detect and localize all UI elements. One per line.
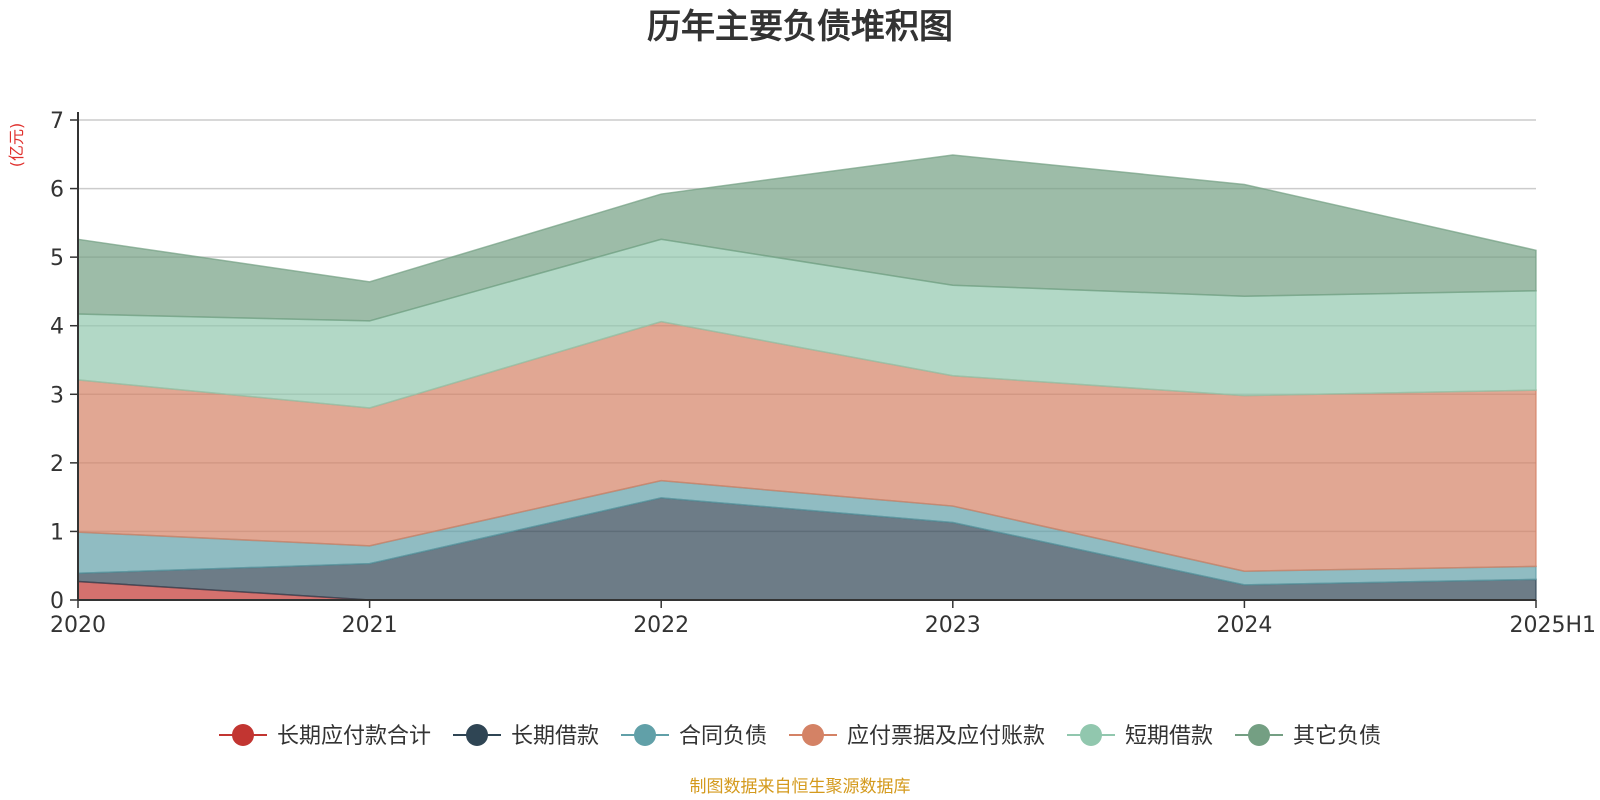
- y-tick-label: 0: [50, 589, 64, 614]
- y-tick-label: 1: [50, 520, 64, 545]
- legend-item-6[interactable]: 其它负债: [1235, 724, 1381, 749]
- x-tick-label: 2020: [50, 613, 106, 638]
- legend-label: 合同负债: [679, 724, 767, 749]
- y-tick-label: 7: [50, 109, 64, 134]
- legend-marker: [802, 724, 824, 746]
- source-note: 制图数据来自恒生聚源数据库: [690, 777, 911, 797]
- legend-label: 长期借款: [511, 724, 599, 749]
- legend-item-4[interactable]: 应付票据及应付账款: [789, 724, 1045, 749]
- legend-marker: [634, 724, 656, 746]
- y-tick-label: 4: [50, 315, 64, 340]
- y-tick-label: 3: [50, 383, 64, 408]
- legend-label: 应付票据及应付账款: [847, 724, 1045, 749]
- area-6[interactable]: [77, 154, 1537, 322]
- legend-item-2[interactable]: 长期借款: [453, 724, 599, 749]
- legend-item-3[interactable]: 合同负债: [621, 724, 767, 749]
- legend-label: 其它负债: [1293, 724, 1381, 749]
- y-axis-unit: (亿元): [7, 123, 26, 168]
- axes: 0 1 2 3 4 5 6 7 2020 2021 2022 2023 2024 2025H1: [50, 109, 1596, 638]
- legend-label: 短期借款: [1125, 724, 1213, 749]
- x-tick-label: 2025H1: [1509, 613, 1596, 638]
- legend-item-1[interactable]: 长期应付款合计: [219, 724, 431, 749]
- y-tick-label: 6: [50, 178, 64, 203]
- legend-item-5[interactable]: 短期借款: [1067, 724, 1213, 749]
- legend-marker: [466, 724, 488, 746]
- x-tick-label: 2024: [1216, 613, 1272, 638]
- legend-label: 长期应付款合计: [277, 724, 431, 749]
- x-tick-label: 2023: [925, 613, 981, 638]
- legend[interactable]: 长期应付款合计 长期借款 合同负债 应付票据及应付账款 短期借款 其它负债: [219, 724, 1381, 749]
- x-tick-label: 2022: [633, 613, 689, 638]
- x-tick-label: 2021: [342, 613, 398, 638]
- legend-marker: [1248, 724, 1270, 746]
- legend-marker: [232, 724, 254, 746]
- area-series: [77, 154, 1537, 601]
- chart-title: 历年主要负债堆积图: [647, 7, 953, 47]
- y-tick-label: 5: [50, 246, 64, 271]
- y-tick-label: 2: [50, 452, 64, 477]
- legend-marker: [1080, 724, 1102, 746]
